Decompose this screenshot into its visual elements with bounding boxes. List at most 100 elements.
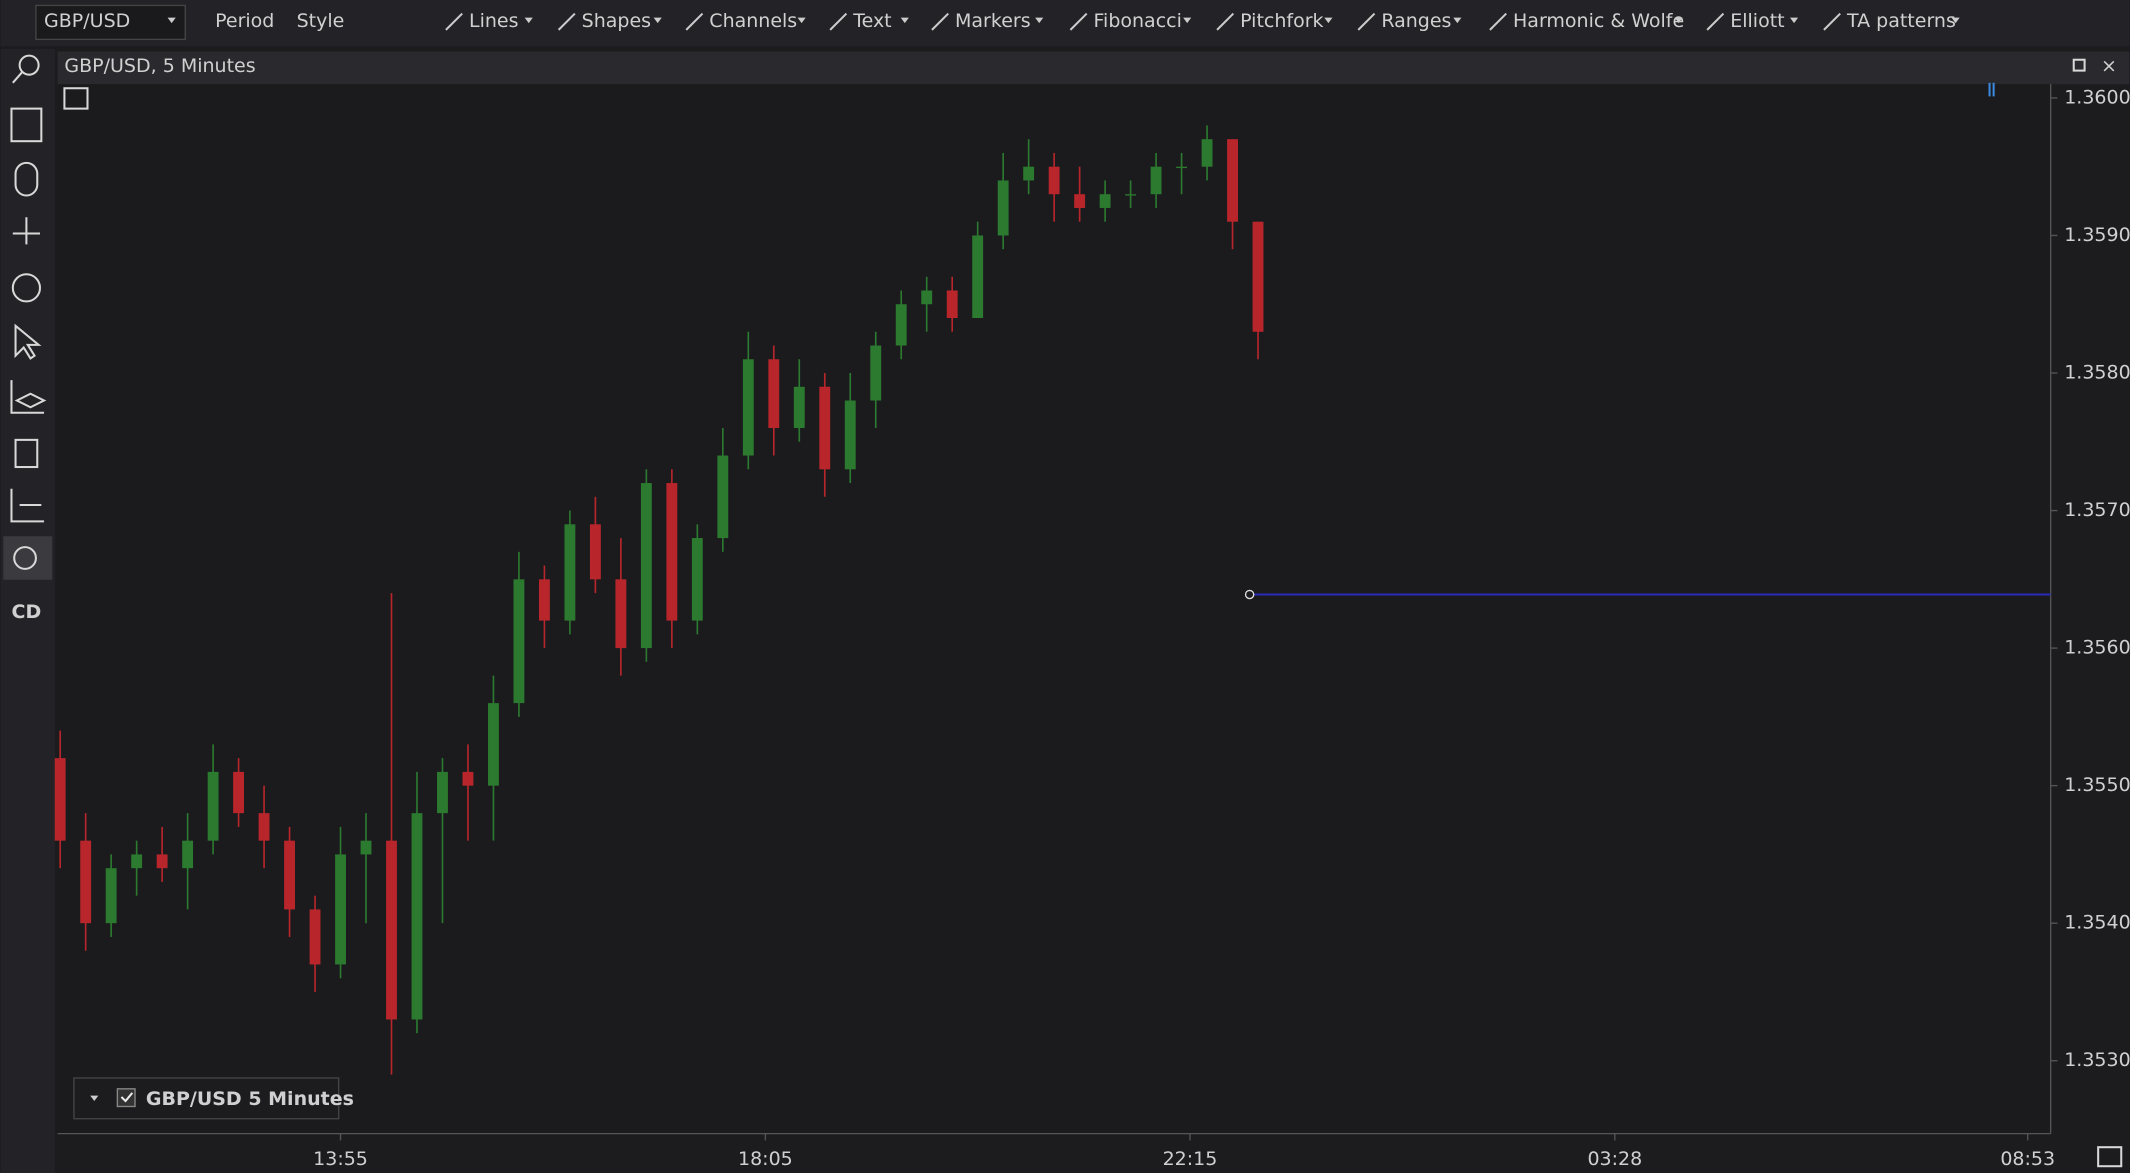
- y-tick-label: 1.35600: [2064, 637, 2130, 659]
- candle-body: [640, 483, 652, 649]
- y-tick-label: 1.35700: [2064, 499, 2130, 521]
- candle-body: [284, 840, 295, 910]
- plot-area: [57, 84, 2051, 1134]
- pointer-icon[interactable]: [14, 323, 42, 360]
- level-icon[interactable]: [10, 488, 45, 523]
- tool-icon: [685, 12, 704, 31]
- candle-body: [513, 579, 525, 704]
- close-button[interactable]: ×: [2101, 55, 2117, 77]
- candle-body: [997, 180, 1009, 236]
- candle-body: [1176, 166, 1187, 169]
- tool-menu[interactable]: Markers: [955, 10, 1031, 32]
- candle-body: [1227, 139, 1238, 222]
- tool-menu[interactable]: Shapes: [582, 10, 651, 32]
- tool-menu[interactable]: Harmonic & Wolfe: [1513, 10, 1684, 32]
- menu-item[interactable]: Period: [215, 10, 274, 32]
- tool-menu[interactable]: TA patterns: [1846, 10, 1956, 32]
- side-toolbar: [0, 48, 55, 1173]
- tool-menu[interactable]: Pitchfork: [1240, 10, 1323, 32]
- move-icon[interactable]: [12, 217, 40, 245]
- tool-icon: [1706, 12, 1725, 31]
- candle-body: [105, 868, 117, 924]
- dropdown-arrow: [1324, 17, 1333, 24]
- symbol[interactable]: GBP/USD: [44, 10, 130, 32]
- candle-body: [895, 304, 907, 346]
- tool-menu[interactable]: Ranges: [1381, 10, 1451, 32]
- y-tick-label: 1.35400: [2064, 912, 2130, 934]
- candle-body: [1023, 166, 1035, 181]
- candle-body: [335, 854, 346, 965]
- x-tick-label: 08:53: [2000, 1148, 2055, 1170]
- line-handle[interactable]: [1244, 589, 1255, 600]
- y-tick-label: 1.35300: [2064, 1049, 2130, 1071]
- chart-title: GBP/USD, 5 Minutes: [64, 55, 255, 77]
- dropdown-arrow: [1951, 17, 1960, 24]
- y-tick-label: 1.35800: [2064, 362, 2130, 384]
- dropdown-arrow: [167, 17, 176, 24]
- candle-body: [233, 771, 245, 814]
- candle-body: [1099, 194, 1111, 208]
- candle-body: [793, 386, 805, 429]
- candle-body: [1125, 194, 1137, 196]
- search-icon[interactable]: [18, 54, 40, 76]
- chart-header: [57, 51, 2130, 85]
- tool-icon: [1216, 12, 1235, 31]
- candle-body: [131, 854, 143, 869]
- tool-icon: [1823, 12, 1841, 31]
- tool-menu[interactable]: Elliott: [1730, 10, 1784, 32]
- candle-body: [1201, 139, 1213, 167]
- tool-icon: [557, 12, 576, 31]
- candle-body: [946, 290, 958, 318]
- layers-icon[interactable]: [10, 380, 47, 414]
- x-tick-label: 22:15: [1163, 1148, 1218, 1170]
- symbol-box[interactable]: [35, 4, 186, 41]
- tool-menu[interactable]: Fibonacci: [1094, 10, 1182, 32]
- candle-body: [488, 703, 499, 786]
- detach-button[interactable]: [2072, 58, 2086, 72]
- candle-body: [80, 840, 92, 924]
- panel-toggle[interactable]: [63, 87, 89, 110]
- candle-body: [870, 345, 882, 401]
- candle-body: [742, 359, 754, 456]
- check-mark: [120, 1092, 134, 1103]
- refresh-icon[interactable]: [11, 273, 42, 303]
- tool-menu[interactable]: Channels: [709, 10, 797, 32]
- menu-item[interactable]: Style: [297, 10, 345, 32]
- candle-body: [258, 813, 270, 841]
- candle-body: [1074, 194, 1086, 208]
- candle-body: [1048, 166, 1060, 195]
- candle-body: [768, 359, 780, 429]
- dropdown-arrow: [1035, 17, 1044, 24]
- candle-body: [589, 524, 601, 580]
- legend-arrow[interactable]: [90, 1095, 99, 1102]
- active-tool[interactable]: [3, 536, 53, 580]
- trash-icon[interactable]: [14, 438, 39, 469]
- tool-menu[interactable]: Text: [852, 10, 891, 32]
- candle-body: [717, 455, 729, 539]
- crosshair-icon[interactable]: [10, 107, 43, 143]
- dropdown-arrow: [653, 17, 662, 24]
- cd-button[interactable]: CD: [12, 601, 42, 623]
- candle-body: [1150, 166, 1162, 195]
- legend-checkbox[interactable]: [116, 1088, 136, 1108]
- mouse-icon[interactable]: [14, 161, 39, 197]
- candle-body: [54, 758, 66, 841]
- menus: Period Style: [215, 10, 344, 32]
- candle-body: [462, 771, 474, 786]
- y-tick-label: 1.35900: [2064, 224, 2130, 246]
- dropdown-arrow: [1453, 17, 1462, 24]
- hand-icon: [13, 546, 37, 570]
- corner-button[interactable]: [2097, 1146, 2123, 1168]
- candle-body: [309, 909, 321, 965]
- candle-body: [564, 524, 576, 621]
- dropdown-arrow: [900, 17, 909, 24]
- candle-body: [411, 813, 423, 1020]
- legend-label: GBP/USD 5 Minutes: [146, 1088, 354, 1110]
- tool-menu[interactable]: Lines: [469, 10, 518, 32]
- dropdown-arrow: [524, 17, 533, 24]
- candle-body: [972, 235, 984, 318]
- tool-icon: [1357, 12, 1376, 31]
- candle-body: [182, 840, 194, 869]
